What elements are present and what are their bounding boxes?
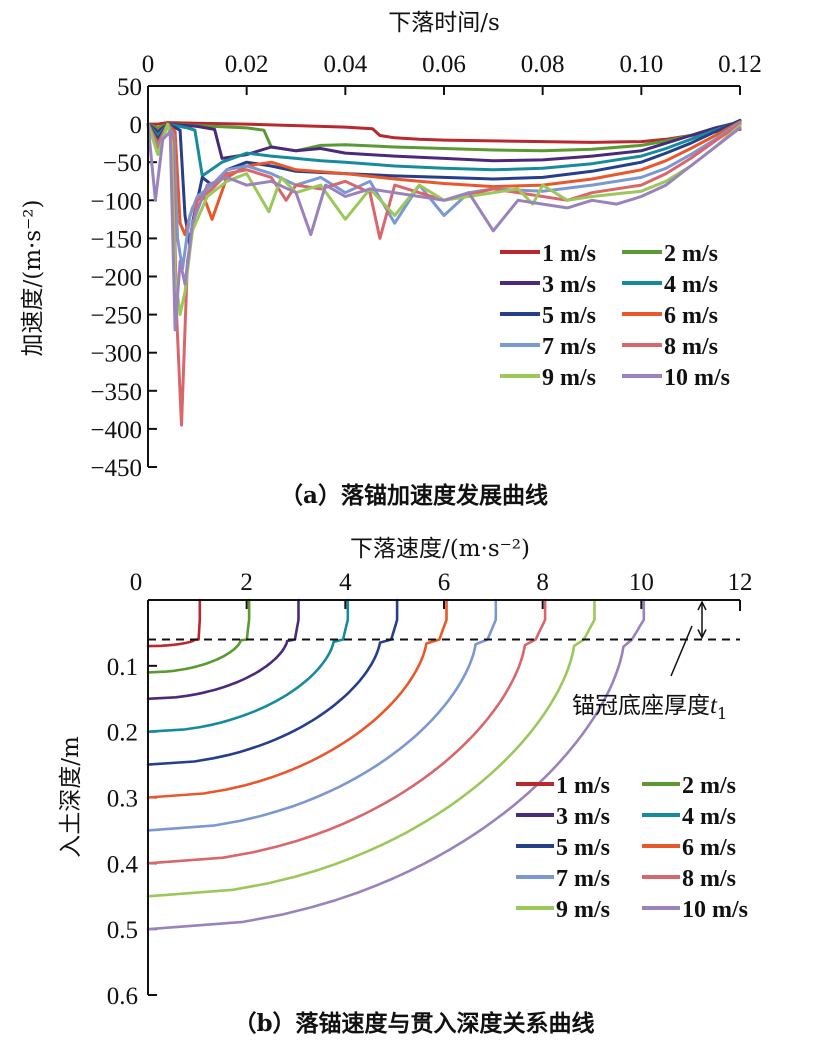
chart-b-legend-label: 9 m/s xyxy=(556,897,610,923)
chart-b-y-ticks: 0.1 0.2 0.3 0.4 0.5 0.6 xyxy=(107,654,157,1010)
chart-b-legend-label: 8 m/s xyxy=(682,866,736,892)
chart-b-legend-label: 7 m/s xyxy=(556,866,610,892)
chart-a-legend-label: 2 m/s xyxy=(664,241,718,267)
chart-a-legend: 1 m/s 2 m/s 3 m/s 4 m/s 5 m/s 6 m/s 7 m/s 8 m/s… xyxy=(500,241,730,391)
chart-a-legend-label: 3 m/s xyxy=(542,272,596,298)
chart-a-series-line-6 xyxy=(146,120,742,237)
chart-a-legend-label: 6 m/s xyxy=(664,303,718,329)
chart-a-y-tick-label: −150 xyxy=(90,226,142,253)
chart-a-acceleration: 下落时间/s 0 0.02 0.04 0.06 0.08 0.10 0.12 500−50−… xyxy=(20,10,762,509)
annotation-label: 锚冠底座厚度t1 xyxy=(572,692,727,723)
chart-a-y-tick-label: 0 xyxy=(130,112,143,139)
chart-b-legend-label: 10 m/s xyxy=(682,897,748,923)
chart-a-legend-label: 5 m/s xyxy=(542,303,596,329)
chart-a-x-tick-label: 0.02 xyxy=(225,51,269,78)
chart-b-y-tick-label: 0.3 xyxy=(107,786,138,813)
chart-a-legend-label: 10 m/s xyxy=(664,365,730,391)
chart-a-legend-label: 9 m/s xyxy=(542,365,596,391)
chart-b-y-tick-label: 0.5 xyxy=(107,917,138,944)
chart-b-annotation: 锚冠底座厚度t1 xyxy=(148,600,740,723)
chart-a-y-ticks: 50 0 −50 −100 −150 −200 −250 −300 −350 −400 −450 xyxy=(90,74,157,482)
chart-a-y-tick-label: −50 xyxy=(103,150,142,177)
chart-a-x-tick-label: 0.06 xyxy=(422,51,466,78)
chart-a-caption: （a）落锚加速度发展曲线 xyxy=(280,482,548,509)
chart-a-legend-label: 1 m/s xyxy=(542,241,596,267)
chart-b-x-tick-label: 4 xyxy=(339,569,352,596)
chart-a-series-line-5 xyxy=(146,118,742,248)
chart-b-series-line-3 xyxy=(146,598,300,701)
chart-b-x-tick-label: 6 xyxy=(438,569,451,596)
chart-b-caption: （b）落锚速度与贯入深度关系曲线 xyxy=(233,1010,594,1037)
chart-a-y-tick-label: 50 xyxy=(117,74,142,101)
chart-a-series-line-3 xyxy=(146,120,742,163)
annotation-subscript: 1 xyxy=(717,704,727,723)
chart-b-legend-label: 3 m/s xyxy=(556,804,610,830)
chart-a-y-tick-label: −250 xyxy=(90,303,142,330)
chart-b-penetration: 下落速度/(m·s⁻²) 0 2 4 6 8 10 12 0.10.20.30.40.50.… xyxy=(58,536,753,1037)
chart-a-series-line-2 xyxy=(146,121,742,153)
annotation-text: 锚冠底座厚度 xyxy=(572,693,710,719)
chart-a-x-axis-title: 下落时间/s xyxy=(388,10,500,36)
chart-a-legend-label: 8 m/s xyxy=(664,334,718,360)
chart-b-series-line-4 xyxy=(146,598,350,734)
chart-a-y-tick-label: −450 xyxy=(90,455,142,482)
chart-b-y-tick-label: 0.4 xyxy=(107,851,139,878)
chart-b-series-line-5 xyxy=(146,598,399,766)
arrow-head-down xyxy=(697,629,707,640)
chart-b-y-tick-label: 0.1 xyxy=(107,654,138,681)
chart-a-y-tick-label: −100 xyxy=(90,188,142,215)
chart-b-legend: 1 m/s 2 m/s 3 m/s 4 m/s 5 m/s 6 m/s 7 m/s 8 m/s… xyxy=(516,773,748,923)
chart-b-legend-label: 6 m/s xyxy=(682,835,736,861)
chart-a-legend-label: 4 m/s xyxy=(664,272,718,298)
chart-b-x-axis-title: 下落速度/(m·s⁻²) xyxy=(350,536,530,562)
chart-b-legend-label: 1 m/s xyxy=(556,773,610,799)
chart-a-series-line-9 xyxy=(146,122,742,317)
chart-a-y-axis-title: 加速度/(m·s⁻²) xyxy=(20,200,46,357)
chart-b-series-line-1 xyxy=(146,598,202,648)
chart-b-series-line-8 xyxy=(146,598,547,865)
chart-a-x-tick-label: 0 xyxy=(142,51,155,78)
chart-a-x-ticks: 0 0.02 0.04 0.06 0.08 0.10 0.12 xyxy=(142,51,762,95)
double-arrow-icon xyxy=(697,600,707,640)
chart-a-legend-label: 7 m/s xyxy=(542,334,596,360)
chart-b-x-tick-label: 8 xyxy=(536,569,549,596)
annotation-symbol: t xyxy=(710,692,718,719)
chart-b-x-tick-label: 10 xyxy=(629,569,654,596)
chart-a-y-tick-label: −400 xyxy=(90,417,142,444)
arrow-head-up xyxy=(697,600,707,611)
chart-a-series-line-4 xyxy=(146,119,742,178)
chart-b-legend-label: 5 m/s xyxy=(556,835,610,861)
chart-a-x-tick-label: 0.04 xyxy=(323,51,367,78)
chart-b-y-axis-title: 入土深度/m xyxy=(58,736,84,858)
chart-a-x-tick-label: 0.12 xyxy=(718,51,762,78)
chart-b-series-line-6 xyxy=(146,598,448,799)
chart-b-x-tick-label: 12 xyxy=(728,569,753,596)
chart-a-series-line-1 xyxy=(146,121,742,144)
chart-b-x-ticks: 0 2 4 6 8 10 12 xyxy=(130,569,753,609)
chart-a-x-tick-label: 0.08 xyxy=(521,51,565,78)
chart-a-y-tick-label: −200 xyxy=(90,265,142,292)
chart-a-series-line-8 xyxy=(146,122,742,427)
annotation-leader-line xyxy=(670,625,693,677)
chart-b-axes xyxy=(147,599,741,995)
chart-a-series-line-10 xyxy=(146,122,742,332)
chart-b-x-tick-label: 0 xyxy=(130,569,143,596)
chart-a-series-group xyxy=(146,118,742,427)
chart-a-x-tick-label: 0.10 xyxy=(619,51,663,78)
chart-a-axes xyxy=(147,85,740,467)
chart-b-y-tick-label: 0.6 xyxy=(107,983,138,1010)
chart-a-y-tick-label: −300 xyxy=(90,341,142,368)
chart-a-y-tick-label: −350 xyxy=(90,379,142,406)
chart-b-legend-label: 2 m/s xyxy=(682,773,736,799)
chart-b-y-tick-label: 0.2 xyxy=(107,720,138,747)
chart-b-legend-label: 4 m/s xyxy=(682,804,736,830)
chart-b-x-tick-label: 2 xyxy=(240,569,253,596)
